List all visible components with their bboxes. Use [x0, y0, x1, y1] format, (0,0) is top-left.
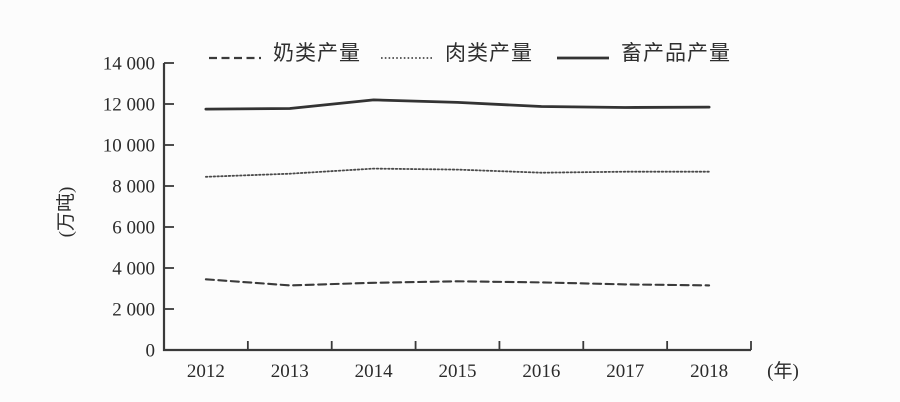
dashed-line-swatch-icon	[208, 49, 262, 60]
x-tick-label: 2012	[187, 361, 225, 382]
series-line-dashed	[204, 278, 711, 287]
legend-label-livestock: 畜产品产量	[621, 41, 731, 65]
data-series	[204, 98, 711, 287]
x-tick-label: 2015	[439, 361, 477, 382]
x-tick-label: 2013	[271, 361, 309, 382]
legend-item-livestock: 畜产品产量	[556, 42, 731, 64]
y-tick-label: 12 000	[103, 95, 155, 116]
dotted-line-swatch-icon	[380, 49, 434, 59]
legend-label-meat: 肉类产量	[445, 41, 533, 65]
y-tick-label: 10 000	[103, 136, 155, 157]
y-tick-label: 6 000	[112, 218, 155, 239]
series-line-dotted	[205, 167, 710, 178]
y-axis-unit-label: (万吨)	[55, 187, 77, 238]
y-tick-label: 4 000	[112, 259, 155, 280]
x-tick-label: 2017	[606, 361, 644, 382]
series-line-solid	[204, 98, 711, 111]
y-tick-label: 2 000	[112, 300, 155, 321]
axis-labels: 0 2 000 4 000 6 000 8 000 10 000 12 000 14 000 2…	[55, 54, 799, 383]
axes	[162, 62, 752, 352]
legend-label-milk: 奶类产量	[273, 41, 361, 65]
solid-line-swatch-icon	[556, 49, 610, 60]
y-tick-label: 0	[146, 341, 156, 362]
legend-item-meat: 肉类产量	[380, 42, 533, 64]
y-tick-label: 8 000	[112, 177, 155, 198]
x-tick-label: 2016	[522, 361, 560, 382]
x-axis-unit-label: (年)	[767, 360, 799, 382]
chart-legend: 奶类产量 肉类产量 畜产品产量	[0, 0, 900, 70]
x-tick-label: 2014	[355, 361, 394, 382]
x-tick-label: 2018	[690, 361, 728, 382]
y-tick-label: 14 000	[103, 54, 155, 75]
legend-item-milk: 奶类产量	[208, 42, 361, 64]
